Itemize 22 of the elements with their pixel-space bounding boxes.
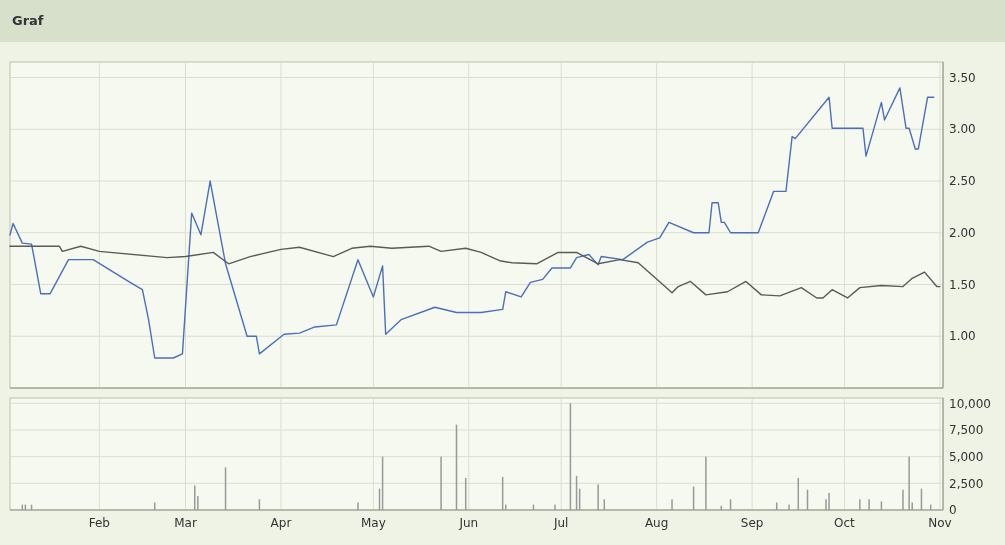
x-tick-label: Oct — [834, 516, 856, 530]
y-tick-label: 10,000 — [949, 396, 991, 411]
y-tick-label: 5,000 — [949, 449, 984, 464]
x-tick-label: May — [360, 516, 386, 530]
x-tick-label: Mar — [174, 516, 197, 530]
x-tick-label: Apr — [270, 516, 292, 530]
y-tick-label: 2.50 — [949, 174, 976, 189]
x-tick-label: Feb — [88, 516, 110, 530]
x-tick-label: Nov — [928, 516, 952, 530]
x-tick-label: Jul — [552, 516, 569, 530]
y-tick-label: 7,500 — [949, 423, 984, 438]
y-tick-label: 2,500 — [949, 476, 984, 491]
y-tick-label: 0 — [949, 503, 957, 518]
chart-title: Graf — [12, 13, 44, 28]
y-tick-label: 2.00 — [949, 225, 976, 240]
x-tick-label: Sep — [740, 516, 764, 530]
y-tick-label: 3.50 — [949, 70, 976, 85]
y-tick-label: 3.00 — [949, 122, 976, 137]
y-tick-label: 1.50 — [949, 277, 976, 292]
y-tick-label: 1.00 — [949, 329, 976, 344]
x-tick-label: Jun — [458, 516, 479, 530]
x-tick-label: Aug — [644, 516, 669, 530]
